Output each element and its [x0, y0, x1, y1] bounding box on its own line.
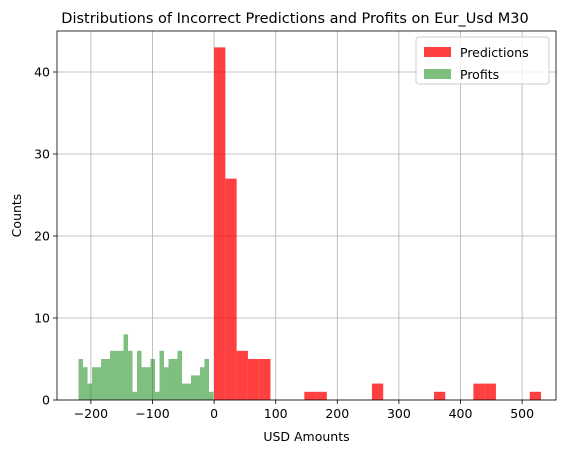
plot-area-frame	[56, 30, 557, 401]
legend-swatch-predictions	[424, 47, 451, 57]
predictions-bar	[315, 391, 327, 400]
profits-bar	[146, 367, 151, 400]
profits-bar	[181, 383, 187, 400]
profits-bar	[83, 367, 88, 400]
profits-bar	[110, 350, 115, 400]
x-tick-label: 200	[325, 406, 349, 421]
predictions-bar	[236, 350, 248, 400]
profits-bar	[101, 359, 106, 400]
profits-bar	[164, 367, 169, 400]
x-tick-label: 100	[264, 406, 288, 421]
profits-bar	[159, 350, 165, 400]
profits-bar	[168, 359, 174, 400]
x-axis-title: USD Amounts	[263, 429, 349, 444]
profits-bar	[128, 350, 133, 400]
y-tick-label: 0	[42, 393, 50, 408]
predictions-bar	[529, 391, 542, 400]
profits-bar	[177, 350, 182, 400]
y-axis-title: Counts	[9, 194, 24, 238]
y-tick-label: 40	[34, 65, 50, 80]
predictions-bar	[259, 359, 271, 400]
profits-bar	[186, 383, 191, 400]
y-tick-label: 20	[34, 229, 50, 244]
grid-lines	[57, 31, 556, 401]
x-tick-label: 400	[449, 406, 473, 421]
x-tick-label: 0	[210, 406, 218, 421]
legend-label-profits: Profits	[460, 67, 499, 82]
predictions-bar	[473, 383, 485, 400]
profits-bar	[114, 350, 120, 400]
profits-bar	[123, 334, 129, 400]
profits-bar	[204, 359, 209, 400]
legend-swatch-profits	[424, 69, 451, 79]
profits-bar	[119, 350, 124, 400]
profits-bar	[92, 367, 97, 400]
profits-bar	[208, 391, 214, 400]
predictions-bar	[247, 359, 260, 400]
predictions-bar	[484, 383, 496, 400]
x-tick-label: 500	[510, 406, 534, 421]
predictions-bar	[214, 47, 226, 401]
histogram-bars	[78, 47, 542, 401]
profits-bar	[78, 359, 84, 400]
profits-bar	[132, 391, 138, 400]
profits-bar	[96, 367, 102, 400]
predictions-bar	[225, 178, 237, 400]
profits-bar	[190, 375, 196, 400]
profits-bar	[195, 375, 200, 400]
chart-title: Distributions of Incorrect Predictions a…	[61, 11, 528, 27]
profits-bar	[150, 359, 156, 400]
profits-bar	[87, 383, 93, 400]
x-tick-label: −200	[74, 406, 108, 421]
predictions-bar	[433, 391, 446, 400]
profits-bar	[105, 359, 111, 400]
profits-bar	[173, 359, 178, 400]
profits-bar	[155, 391, 160, 400]
profits-bar	[199, 367, 205, 400]
predictions-bar	[371, 383, 384, 400]
profits-bar	[137, 350, 142, 400]
y-tick-label: 10	[34, 311, 50, 326]
legend: Predictions Profits	[415, 36, 550, 85]
predictions-bar	[304, 391, 316, 400]
y-tick-label: 30	[34, 147, 50, 162]
axis-ticks: −200 −100 0 100 200 300 400 500 0 10 20 30 40	[34, 65, 534, 422]
x-tick-label: −100	[135, 406, 169, 421]
profits-bar	[141, 367, 147, 400]
legend-label-predictions: Predictions	[460, 45, 529, 60]
x-tick-label: 300	[387, 406, 411, 421]
